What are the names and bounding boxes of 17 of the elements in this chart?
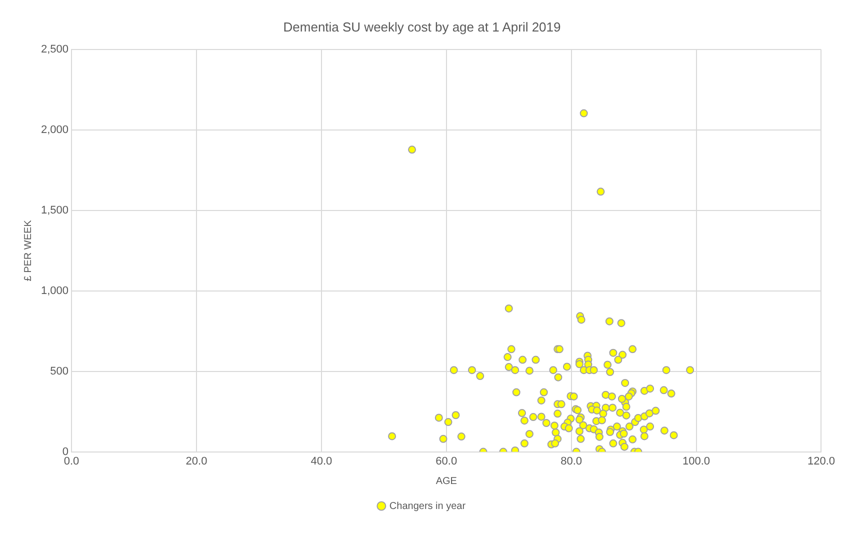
y-tick-label: 2,000 bbox=[40, 124, 69, 136]
y-tick-label: 1,000 bbox=[40, 284, 69, 297]
x-tick-label: 40.0 bbox=[310, 455, 332, 468]
y-tick-label: 1,500 bbox=[40, 204, 69, 217]
y-axis-title: £ PER WEEK bbox=[22, 220, 34, 282]
x-tick-label: 20.0 bbox=[186, 455, 208, 468]
chart-title: Dementia SU weekly cost by age at 1 April 2019 bbox=[283, 19, 561, 34]
x-tick-label: 60.0 bbox=[436, 455, 458, 468]
x-tick-label: 80.0 bbox=[560, 455, 582, 468]
y-tick-label: 2,500 bbox=[40, 44, 69, 56]
x-tick-label: 0.0 bbox=[64, 455, 80, 468]
legend-label: Changers in year bbox=[389, 500, 466, 512]
x-axis-title: AGE bbox=[436, 476, 458, 487]
y-tick-label: 0 bbox=[62, 446, 69, 458]
x-tick-label: 100.0 bbox=[682, 455, 710, 468]
y-tick-label: 500 bbox=[50, 365, 69, 378]
x-tick-label: 120.0 bbox=[807, 455, 835, 468]
